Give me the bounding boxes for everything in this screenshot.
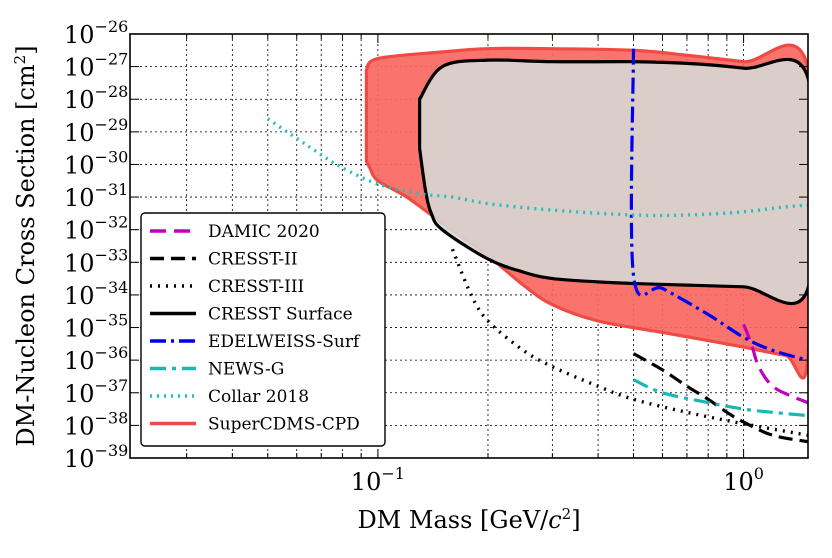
y-tick-label: 10−39 (64, 441, 128, 473)
plot-frame (129, 33, 809, 459)
legend-label: SuperCDMS-CPD (208, 415, 360, 435)
series-edelweiss-surf (629, 48, 808, 362)
x-tick-label: 10−1 (351, 464, 405, 496)
y-axis-label: DM-Nucleon Cross Section [cm2] (11, 45, 40, 446)
y-tick-label: 10−35 (64, 311, 128, 343)
legend-label: CRESST-II (208, 250, 298, 270)
legend-label: EDELWEISS-Surf (208, 332, 361, 352)
region-cresst-surface (418, 57, 808, 306)
excluded-regions (364, 43, 808, 380)
y-tick-label: 10−32 (64, 213, 128, 245)
x-tick-label: 100 (723, 464, 764, 496)
y-tick-label: 10−28 (64, 82, 128, 114)
legend-box (140, 212, 386, 447)
series-damic-2020 (742, 323, 808, 405)
y-tick-label: 10−29 (64, 115, 128, 147)
y-tick-label: 10−26 (64, 17, 128, 49)
y-tick-label: 10−30 (64, 147, 128, 179)
y-tick-label: 10−34 (64, 278, 128, 310)
limit-curves (266, 48, 808, 444)
y-tick-label: 10−33 (64, 245, 128, 277)
series-cresst-iii (450, 248, 808, 437)
x-axis-label: DM Mass [GeV/c2] (357, 505, 580, 534)
legend-label: CRESST Surface (208, 305, 353, 325)
legend-label: CRESST-III (208, 277, 304, 297)
series-cresst-ii (632, 352, 808, 444)
legend-label: DAMIC 2020 (208, 222, 320, 242)
legend-label: Collar 2018 (208, 387, 309, 407)
y-tick-label: 10−27 (64, 50, 128, 82)
legend: DAMIC 2020 CRESST-II CRESST-III CRESST Surf… (140, 212, 386, 447)
y-tick-label: 10−36 (64, 343, 128, 375)
y-tick-label: 10−37 (64, 376, 128, 408)
y-tick-label: 10−38 (64, 408, 128, 440)
legend-label: NEWS-G (208, 360, 284, 380)
y-tick-label: 10−31 (64, 180, 128, 212)
axis-ticks: 10−1 10010−2610−2710−2810−2910−3010−3110−… (64, 17, 808, 496)
series-news-g (632, 378, 808, 418)
